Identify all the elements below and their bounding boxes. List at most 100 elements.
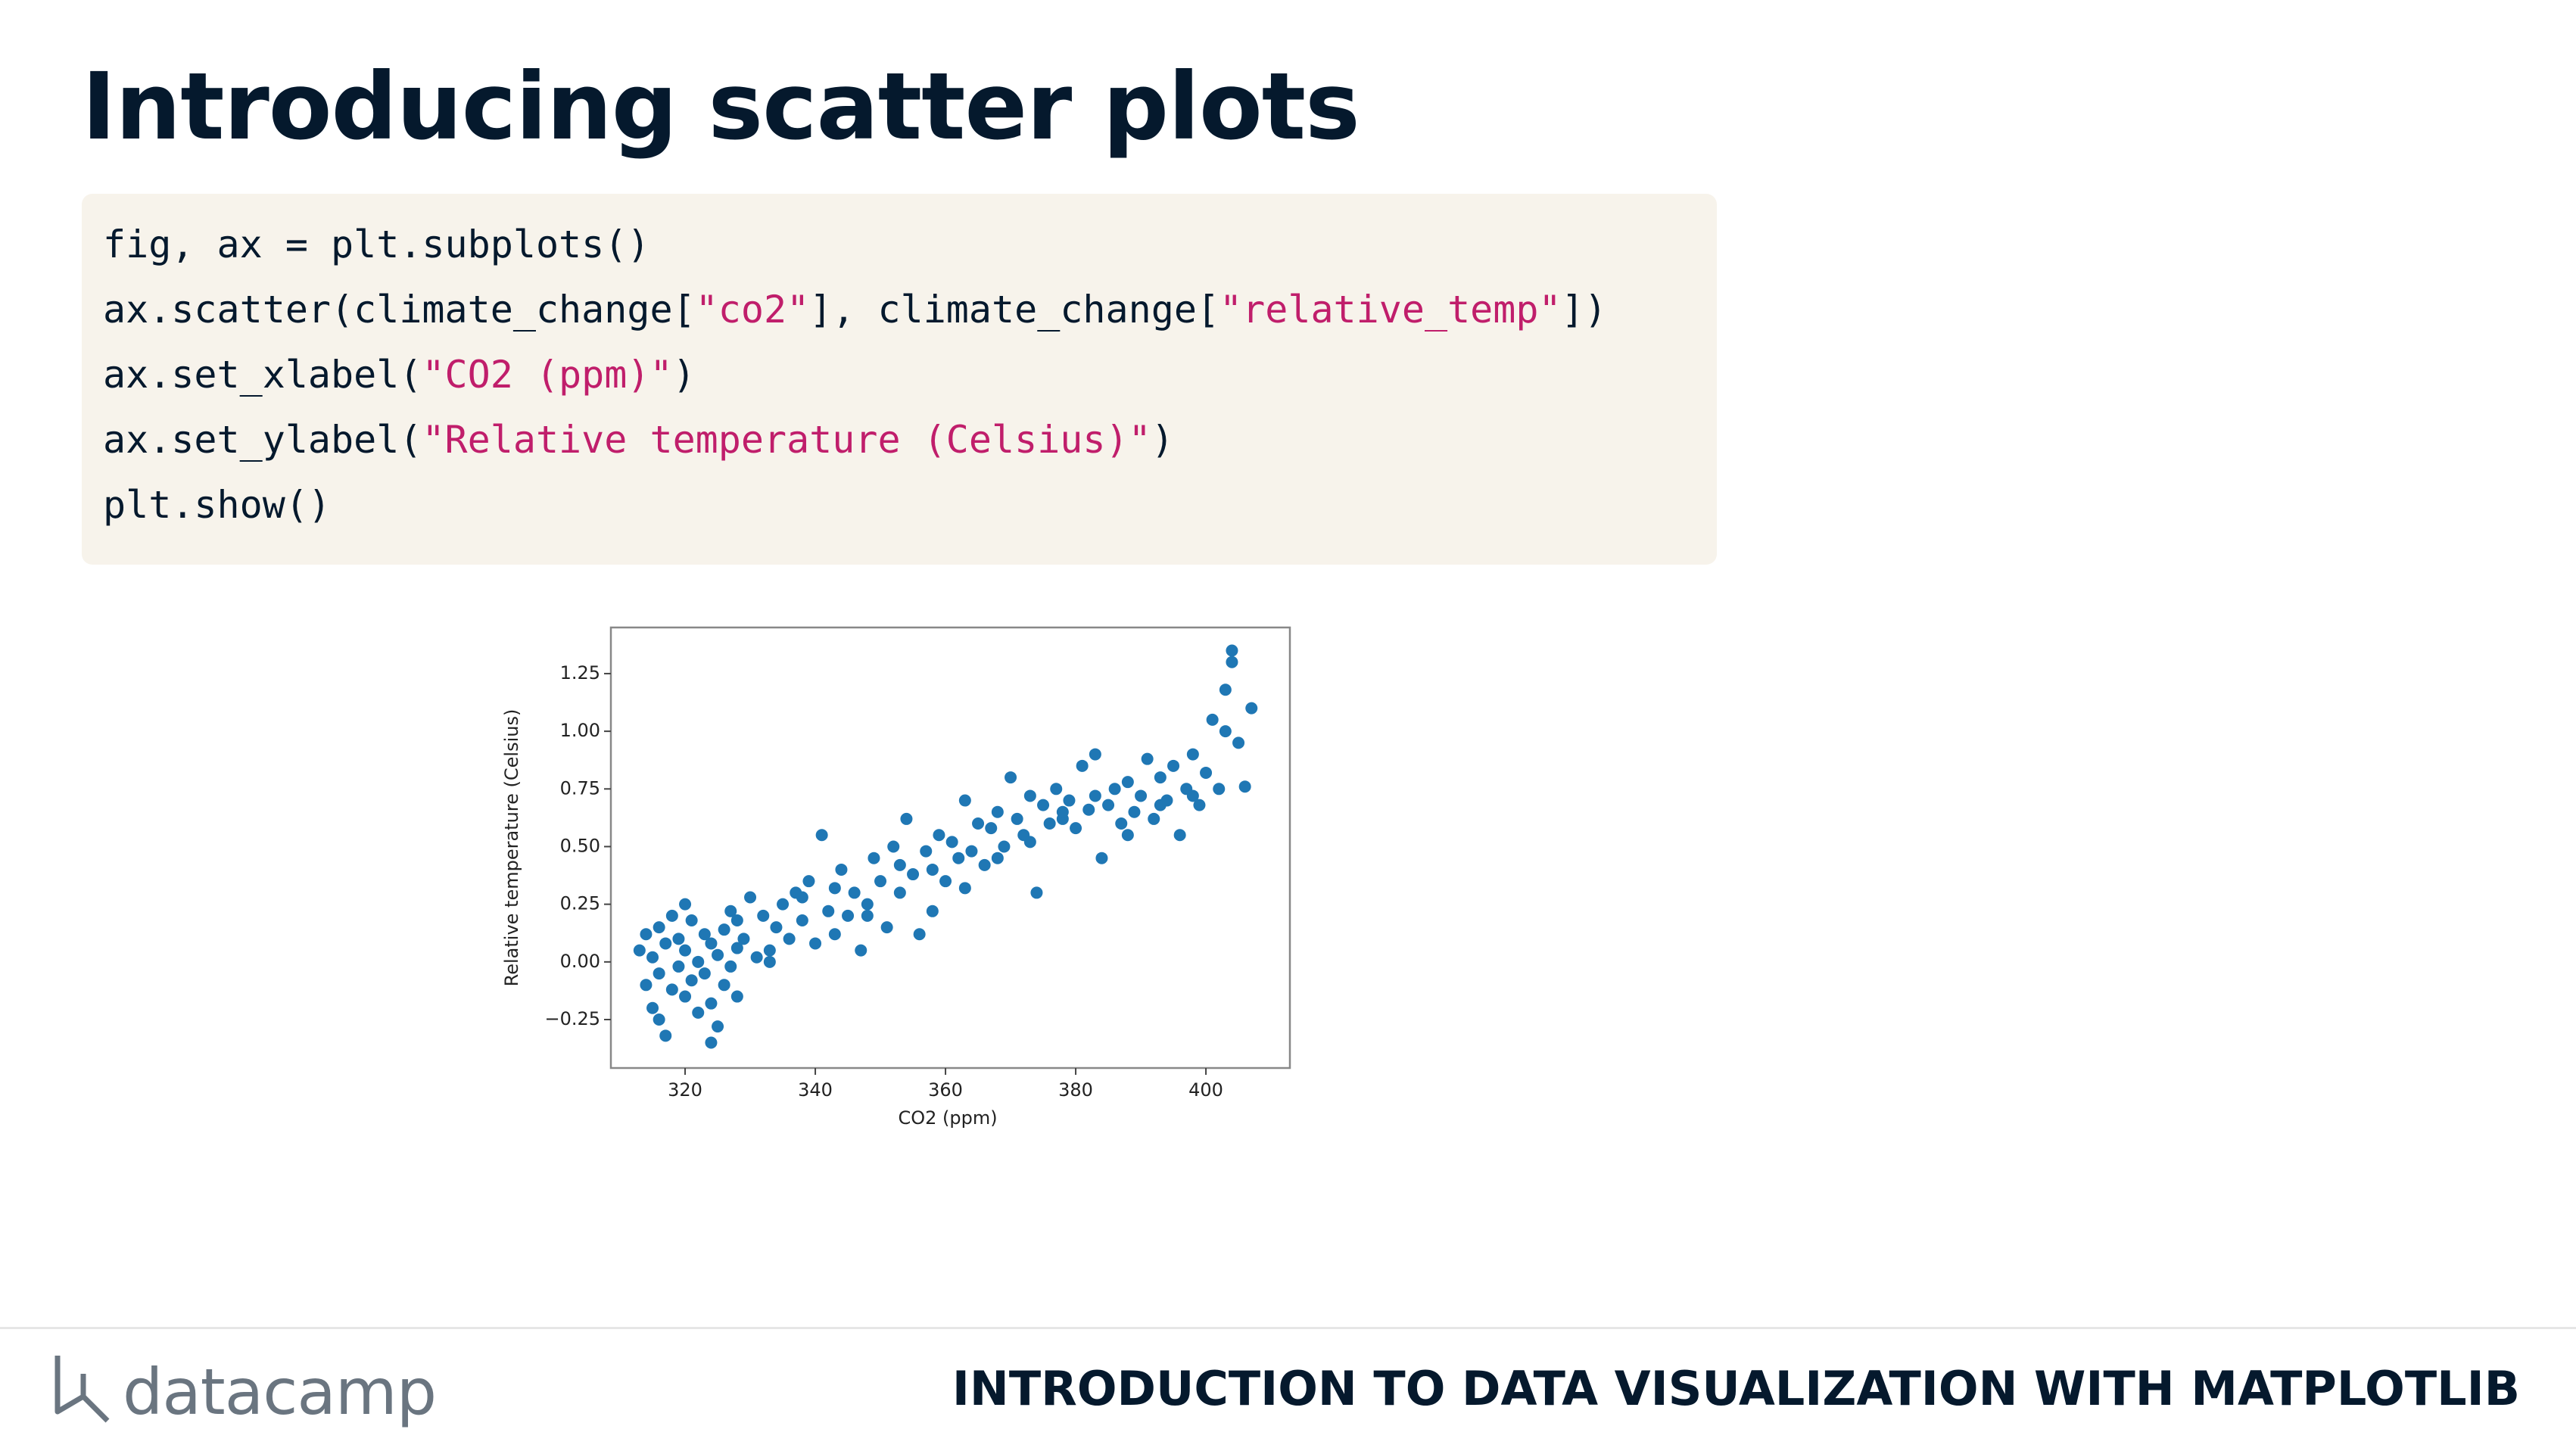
scatter-point [672,960,685,973]
scatter-point [1173,829,1186,842]
scatter-point [1238,780,1251,793]
scatter-point [653,921,665,934]
brand-logo [55,1356,110,1423]
scatter-point [763,955,776,968]
scatter-point [939,875,952,888]
scatter-point [991,852,1004,864]
scatter-point [718,923,730,936]
scatter-point [1186,789,1199,802]
code-token: fig, ax = plt.subplots() [103,223,650,266]
scatter-point [705,997,718,1010]
scatter-point [653,1014,665,1026]
scatter-point [705,1036,718,1049]
code-line: ax.scatter(climate_change["co2"], climat… [103,288,1607,332]
y-tick-label: 1.00 [560,720,600,741]
scatter-point [1050,783,1063,796]
scatter-point [1115,817,1128,830]
scatter-point [1167,759,1180,772]
y-tick-label: 0.50 [560,835,600,856]
y-tick-label: 0.25 [560,893,600,914]
scatter-point [665,983,678,996]
scatter-point [718,979,730,992]
scatter-point [698,928,711,941]
scatter-point [685,914,698,926]
scatter-point [828,882,841,895]
scatter-point [705,937,718,950]
scatter-point [991,805,1004,818]
scatter-point [893,886,906,899]
scatter-point [861,909,874,922]
scatter-point [998,840,1011,853]
scatter-point [692,1006,705,1019]
scatter-point [1193,799,1206,811]
scatter-point [1226,655,1238,668]
scatter-point [1089,748,1101,761]
scatter-point [672,933,685,945]
scatter-point [1102,799,1115,811]
x-tick-label: 360 [928,1079,963,1101]
scatter-point [1089,789,1101,802]
scatter-point [822,905,835,917]
scatter-point [809,937,822,950]
scatter-point [757,909,770,922]
scatter-point [1232,736,1245,749]
scatter-point [1206,713,1219,726]
x-axis-label: CO2 (ppm) [898,1107,997,1129]
scatter-point [952,852,965,864]
scatter-point [874,875,887,888]
x-tick-label: 340 [798,1079,833,1101]
scatter-point [1070,822,1082,835]
scatter-point [796,891,808,904]
code-token: ax.set_xlabel( [103,353,422,397]
scatter-point [972,817,985,830]
scatter-point [659,937,672,950]
scatter-point [783,933,796,945]
scatter-point [842,909,855,922]
scatter-point [1226,644,1238,657]
scatter-point [724,960,737,973]
scatter-point [744,891,757,904]
scatter-point [1245,702,1258,715]
code-token: "relative_temp" [1219,288,1562,332]
code-token: "Relative temperature (Celsius)" [422,418,1151,462]
scatter-point [965,845,978,858]
y-axis-label: Relative temperature (Celsius) [501,709,522,987]
scatter-point [770,921,783,934]
code-line: ax.set_xlabel("CO2 (ppm)") [103,353,696,397]
footer-rule [0,1327,2576,1329]
scatter-point [958,794,971,807]
code-token: ax.set_ylabel( [103,418,422,462]
x-tick-label: 400 [1188,1079,1223,1101]
scatter-point [640,979,653,992]
scatter-point [815,829,828,842]
scatter-point [692,955,705,968]
scatter-point [958,882,971,895]
scatter-point [802,875,815,888]
scatter-point [679,898,692,911]
scatter-point [640,928,653,941]
scatter-point [1135,789,1148,802]
course-title: INTRODUCTION TO DATA VISUALIZATION WITH … [952,1361,2520,1416]
scatter-point [900,812,913,825]
scatter-point [913,928,926,941]
y-tick-label: 0.00 [560,951,600,972]
scatter-point [1043,817,1056,830]
scatter-point [945,836,958,848]
scatter-point [679,990,692,1003]
scatter-point [926,863,939,876]
scatter-point [828,928,841,941]
scatter-point [777,898,790,911]
scatter-point [763,944,776,957]
scatter-point [1219,683,1232,696]
scatter-point [1121,776,1134,789]
x-tick-label: 380 [1058,1079,1093,1101]
scatter-point [712,948,724,961]
scatter-point [1219,725,1232,738]
code-token: ], climate_change[ [809,288,1220,332]
scatter-point [1148,812,1160,825]
scatter-point [737,933,750,945]
scatter-point [1121,829,1134,842]
scatter-point [698,967,711,980]
code-token: ax.scatter(climate_change[ [103,288,696,332]
